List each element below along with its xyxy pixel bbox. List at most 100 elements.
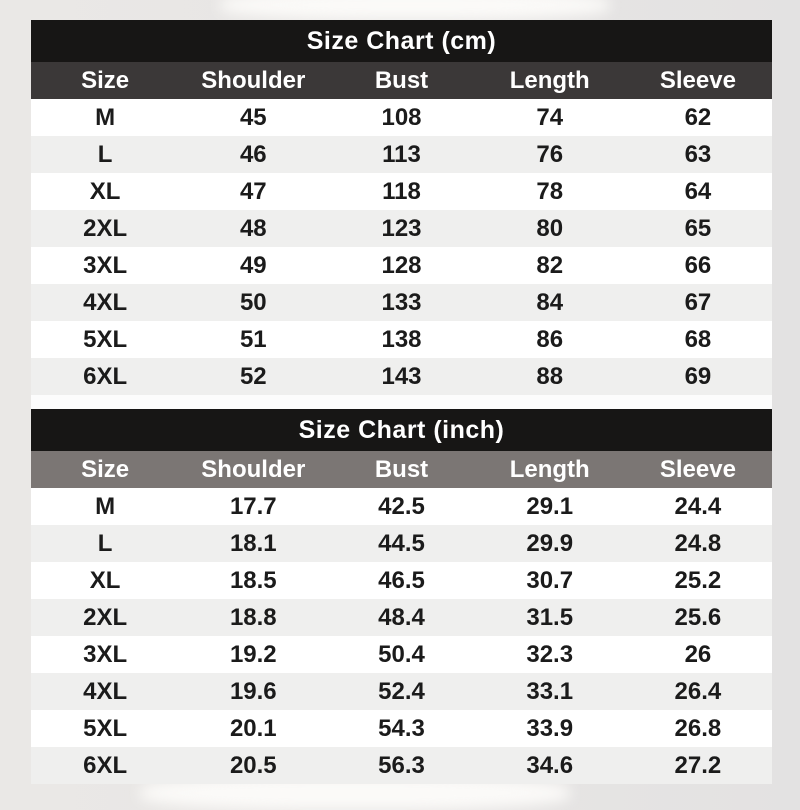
length-cell: 82 — [536, 251, 564, 279]
column-header-length: Length — [509, 455, 590, 483]
table-row-l: L 46 113 76 63 — [31, 136, 772, 173]
size-chart-cm-rows: M 45 108 74 62 L 46 113 76 63 XL 47 118 78 64 2XL 48 123 8… — [31, 99, 772, 395]
size-chart-inch-title-bar: Size Chart (inch) — [31, 409, 772, 451]
column-header-shoulder: Shoulder — [201, 455, 306, 483]
shoulder-cell: 50 — [239, 288, 267, 316]
size-charts: Size Chart (cm) Size Shoulder Bust Length Sl… — [31, 20, 772, 784]
bust-cell: 108 — [381, 103, 422, 131]
size-chart-inch-rows: M 17.7 42.5 29.1 24.4 L 18.1 44.5 29.9 24.8 XL 18.5… — [31, 488, 772, 784]
bust-cell: 50.4 — [378, 640, 425, 668]
column-header-size: Size — [81, 66, 130, 94]
size-chart-inch-title: Size Chart (inch) — [298, 415, 505, 444]
sleeve-cell: 64 — [684, 177, 712, 205]
size-cell: 5XL — [83, 325, 128, 353]
length-cell: 74 — [536, 103, 564, 131]
shoulder-cell: 48 — [239, 214, 267, 242]
table-row-m: M 45 108 74 62 — [31, 99, 772, 136]
size-cell: 6XL — [83, 751, 128, 779]
bust-cell: 143 — [381, 362, 422, 390]
size-chart-inch-table: Size Chart (inch) Size Shoulder Bust Length… — [31, 409, 772, 784]
shoulder-cell: 18.8 — [229, 603, 277, 631]
shoulder-cell: 51 — [239, 325, 267, 353]
column-header-bust: Bust — [374, 455, 429, 483]
shoulder-cell: 19.6 — [229, 677, 277, 705]
bust-cell: 54.3 — [378, 714, 425, 742]
table-row-6xl: 6XL 20.5 56.3 34.6 27.2 — [31, 747, 772, 784]
bust-cell: 48.4 — [378, 603, 425, 631]
sleeve-cell: 26.4 — [674, 677, 722, 705]
length-cell: 78 — [536, 177, 564, 205]
shoulder-cell: 19.2 — [229, 640, 277, 668]
length-cell: 34.6 — [526, 751, 574, 779]
size-cell: 4XL — [83, 677, 128, 705]
size-cell: 2XL — [83, 603, 128, 631]
table-divider — [31, 395, 772, 409]
length-cell: 29.1 — [526, 492, 574, 520]
bust-cell: 118 — [382, 177, 421, 205]
size-chart-cm-title: Size Chart (cm) — [306, 26, 497, 55]
size-cell: 6XL — [83, 362, 128, 390]
sleeve-cell: 65 — [684, 214, 712, 242]
size-cell: L — [97, 529, 113, 557]
length-cell: 33.1 — [526, 677, 574, 705]
shoulder-cell: 45 — [239, 103, 267, 131]
table-row-5xl: 5XL 20.1 54.3 33.9 26.8 — [31, 710, 772, 747]
sleeve-cell: 62 — [684, 103, 712, 131]
column-header-shoulder: Shoulder — [201, 66, 306, 94]
size-cell: 2XL — [83, 214, 128, 242]
background-photo-top — [220, 0, 610, 20]
length-cell: 80 — [536, 214, 564, 242]
column-header-size: Size — [81, 455, 130, 483]
table-row-5xl: 5XL 51 138 86 68 — [31, 321, 772, 358]
shoulder-cell: 17.7 — [229, 492, 277, 520]
sleeve-cell: 66 — [684, 251, 712, 279]
length-cell: 30.7 — [526, 566, 574, 594]
size-cell: 5XL — [83, 714, 128, 742]
table-row-3xl: 3XL 19.2 50.4 32.3 26 — [31, 636, 772, 673]
table-row-4xl: 4XL 50 133 84 67 — [31, 284, 772, 321]
table-row-2xl: 2XL 48 123 80 65 — [31, 210, 772, 247]
sleeve-cell: 69 — [684, 362, 712, 390]
table-row-6xl: 6XL 52 143 88 69 — [31, 358, 772, 395]
length-cell: 76 — [536, 140, 564, 168]
length-cell: 31.5 — [526, 603, 574, 631]
bust-cell: 133 — [381, 288, 422, 316]
sleeve-cell: 27.2 — [674, 751, 722, 779]
size-cell: XL — [89, 177, 121, 205]
column-header-length: Length — [509, 66, 590, 94]
shoulder-cell: 18.5 — [229, 566, 277, 594]
bust-cell: 46.5 — [378, 566, 425, 594]
bust-cell: 128 — [381, 251, 422, 279]
sleeve-cell: 25.2 — [674, 566, 722, 594]
bust-cell: 52.4 — [378, 677, 425, 705]
size-cell: 3XL — [83, 640, 128, 668]
length-cell: 84 — [536, 288, 564, 316]
bust-cell: 123 — [381, 214, 422, 242]
size-cell: XL — [89, 566, 121, 594]
bust-cell: 113 — [382, 140, 421, 168]
shoulder-cell: 49 — [239, 251, 267, 279]
shoulder-cell: 47 — [239, 177, 267, 205]
table-row-xl: XL 47 118 78 64 — [31, 173, 772, 210]
bust-cell: 56.3 — [378, 751, 425, 779]
size-chart-cm-table: Size Chart (cm) Size Shoulder Bust Length Sl… — [31, 20, 772, 395]
sleeve-cell: 24.4 — [674, 492, 722, 520]
size-cell: M — [95, 492, 116, 520]
shoulder-cell: 52 — [239, 362, 267, 390]
sleeve-cell: 24.8 — [674, 529, 722, 557]
size-chart-cm-title-bar: Size Chart (cm) — [31, 20, 772, 62]
length-cell: 29.9 — [526, 529, 574, 557]
bust-cell: 138 — [381, 325, 422, 353]
sleeve-cell: 26.8 — [674, 714, 722, 742]
length-cell: 86 — [536, 325, 564, 353]
shoulder-cell: 18.1 — [229, 529, 277, 557]
size-cell: 4XL — [83, 288, 128, 316]
size-cell: 3XL — [83, 251, 128, 279]
length-cell: 88 — [536, 362, 564, 390]
sleeve-cell: 68 — [684, 325, 712, 353]
bust-cell: 42.5 — [378, 492, 425, 520]
sleeve-cell: 67 — [684, 288, 712, 316]
size-cell: M — [95, 103, 116, 131]
sleeve-cell: 25.6 — [674, 603, 722, 631]
length-cell: 33.9 — [526, 714, 574, 742]
